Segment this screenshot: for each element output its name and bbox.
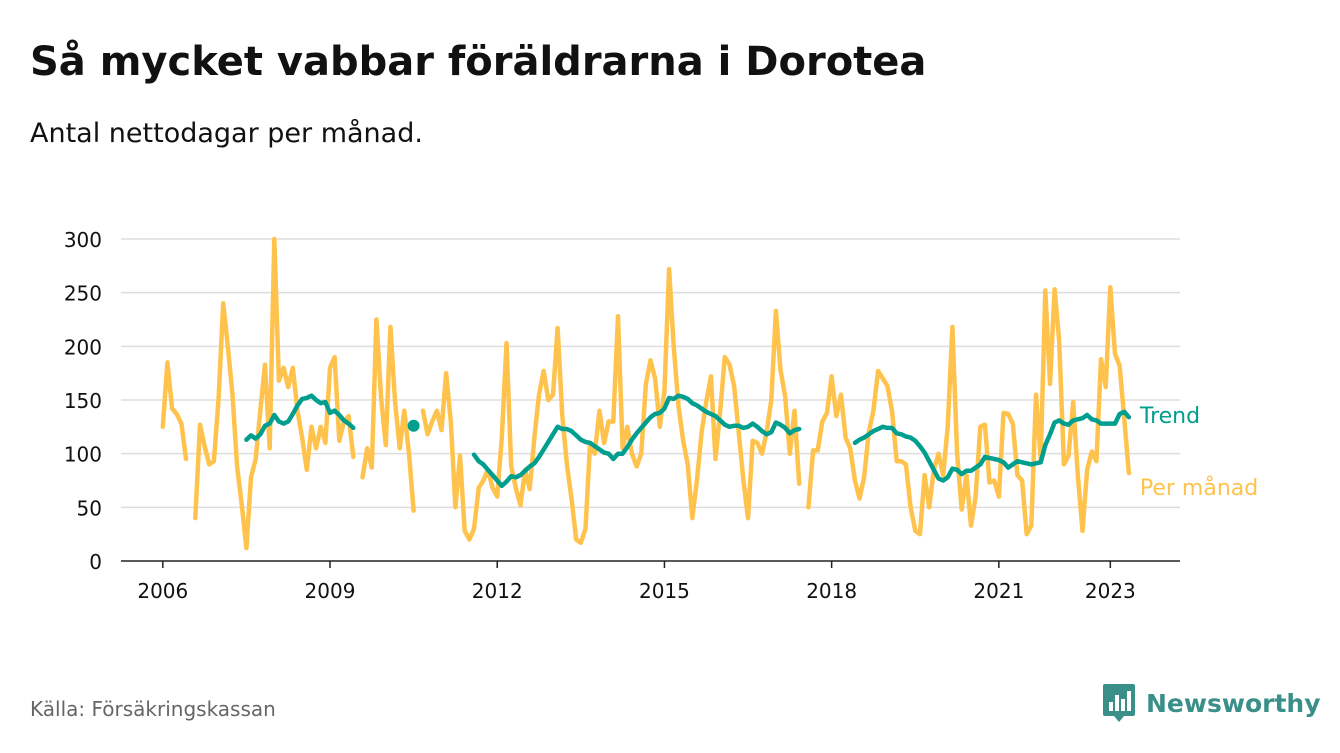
y-tick-label: 50 — [77, 496, 102, 520]
brand-lockup[interactable]: Newsworthy — [1102, 683, 1321, 723]
x-tick-label: 2012 — [472, 579, 523, 603]
grid-lines — [121, 238, 1180, 509]
series-lines — [160, 236, 1132, 551]
bar-chart-speech-bubble-icon — [1103, 684, 1135, 722]
y-tick-label: 200 — [64, 335, 102, 359]
x-tick-label: 2006 — [137, 579, 188, 603]
x-tick-label: 2015 — [639, 579, 690, 603]
source-note: Källa: Försäkringskassan — [30, 697, 276, 721]
series-line-segment — [852, 409, 1132, 483]
x-tick-label: 2021 — [973, 579, 1024, 603]
series-line-segment — [420, 266, 802, 546]
series-line-segment — [360, 317, 416, 513]
x-tick-label: 2023 — [1085, 579, 1136, 603]
series-label: Trend — [1139, 404, 1200, 429]
brand-name: Newsworthy — [1146, 688, 1321, 718]
series-line-segment — [471, 393, 802, 489]
series-label: Per månad — [1140, 475, 1258, 501]
y-tick-label: 100 — [64, 443, 102, 467]
series-labels: Per månad Trend — [1139, 404, 1258, 501]
y-tick-label: 150 — [64, 389, 102, 413]
x-tick-label: 2009 — [305, 579, 356, 603]
y-tick-label: 300 — [64, 228, 102, 252]
y-tick-label: 0 — [89, 550, 102, 574]
series-line-segment — [160, 360, 189, 462]
page-title: Så mycket vabbar föräldrarna i Dorotea — [30, 39, 927, 85]
y-tick-label: 250 — [64, 282, 102, 306]
series-0 — [160, 236, 1132, 551]
data-point — [407, 419, 420, 432]
series-line-segment — [806, 285, 1132, 537]
page-subtitle: Antal nettodagar per månad. — [30, 118, 423, 149]
series-1 — [244, 393, 1132, 489]
series-line-segment — [193, 236, 356, 551]
series-line-segment — [244, 393, 356, 442]
axes: 0 50 100 150 200 250 300 2006 2009 2012 2015 2018 20… — [64, 228, 1180, 603]
x-tick-label: 2018 — [806, 579, 857, 603]
